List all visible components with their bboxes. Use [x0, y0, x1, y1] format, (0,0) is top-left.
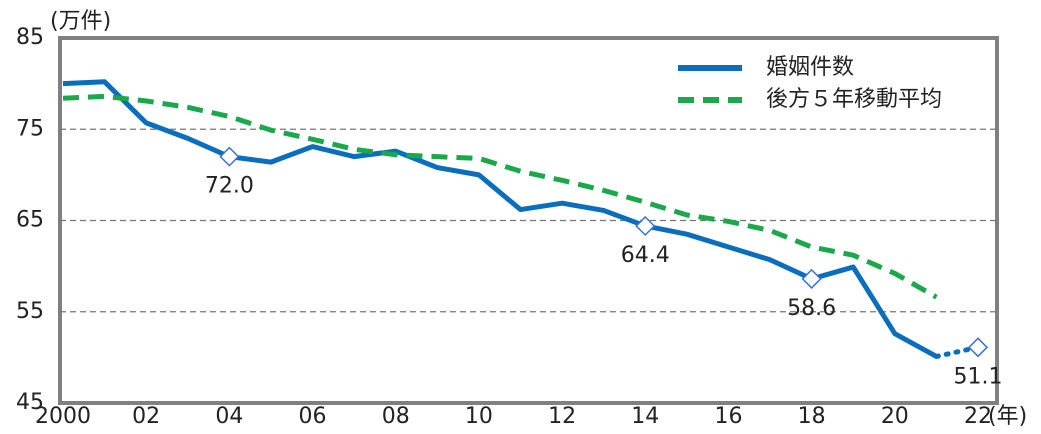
point-marker	[219, 146, 240, 167]
x-tick-label: 02	[132, 404, 160, 429]
y-tick-label: 55	[16, 299, 44, 324]
legend-label: 婚姻件数	[766, 55, 854, 80]
x-unit: (年)	[988, 404, 1027, 429]
data-label: 64.4	[621, 243, 670, 268]
y-tick-label: 75	[16, 116, 44, 141]
x-tick-label: 14	[631, 404, 659, 429]
series-line-dotted	[933, 344, 981, 359]
data-label: 58.6	[787, 296, 836, 321]
x-tick-label: 08	[382, 404, 410, 429]
y-tick-label: 45	[16, 390, 44, 415]
x-tick-label: 16	[714, 404, 742, 429]
data-label: 51.1	[954, 364, 1003, 389]
x-tick-label: 2000	[35, 404, 91, 429]
x-tick-label: 22	[964, 404, 992, 429]
series-line	[62, 79, 938, 359]
point-marker	[967, 337, 989, 358]
series-line	[62, 93, 938, 300]
data-label: 72.0	[205, 174, 254, 199]
x-tick-label: 20	[881, 404, 909, 429]
x-tick-label: 06	[299, 404, 327, 429]
x-tick-label: 10	[465, 404, 493, 429]
legend-label: 後方５年移動平均	[766, 87, 942, 112]
x-tick-label: 18	[798, 404, 826, 429]
point-marker	[801, 268, 822, 289]
y-tick-label: 65	[16, 208, 44, 233]
y-tick-label: 85	[16, 25, 44, 50]
point-marker	[635, 215, 656, 237]
x-tick-label: 12	[548, 404, 576, 429]
y-unit: (万件)	[50, 9, 111, 34]
x-tick-label: 04	[215, 404, 243, 429]
